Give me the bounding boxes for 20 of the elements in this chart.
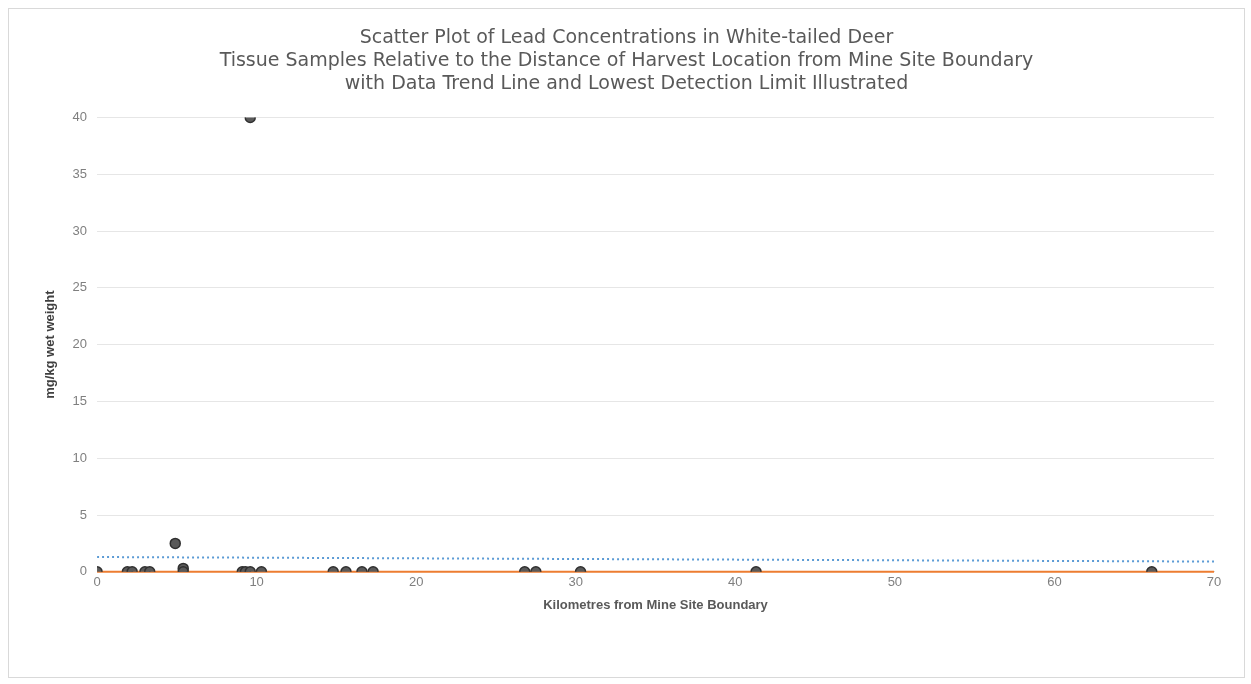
y-tick-label: 35 [72,165,88,181]
y-tick-label: 25 [72,279,88,295]
x-tick-label: 60 [1047,574,1062,590]
x-axis-title: Kilometres from Mine Site Boundary [543,596,769,612]
y-tick-label: 10 [72,449,88,465]
x-tick-label: 0 [93,574,101,590]
y-tick-label: 15 [72,392,88,408]
x-tick-label: 70 [1206,574,1222,590]
y-tick-label: 20 [72,336,88,352]
y-tick-label: 5 [79,506,88,522]
x-tick-label: 30 [568,574,583,590]
x-tick-label: 40 [728,574,743,590]
y-tick-label: 40 [72,108,88,124]
chart-title: Scatter Plot of Lead Concentrations in White-tailed Deer Tissue Samples Relative to the Distance of Harvest Location from Mine Site Boundary with Data Trend Line and Lowest Detection Limit Illustrated [218,25,1034,93]
x-tick-label: 50 [887,574,903,590]
y-tick-label: 30 [72,222,88,238]
x-tick-label: 20 [408,574,424,590]
y-tick-label: 0 [79,563,88,579]
y-axis-title: mg/kg wet weight [42,289,58,399]
x-tick-label: 10 [249,574,264,590]
